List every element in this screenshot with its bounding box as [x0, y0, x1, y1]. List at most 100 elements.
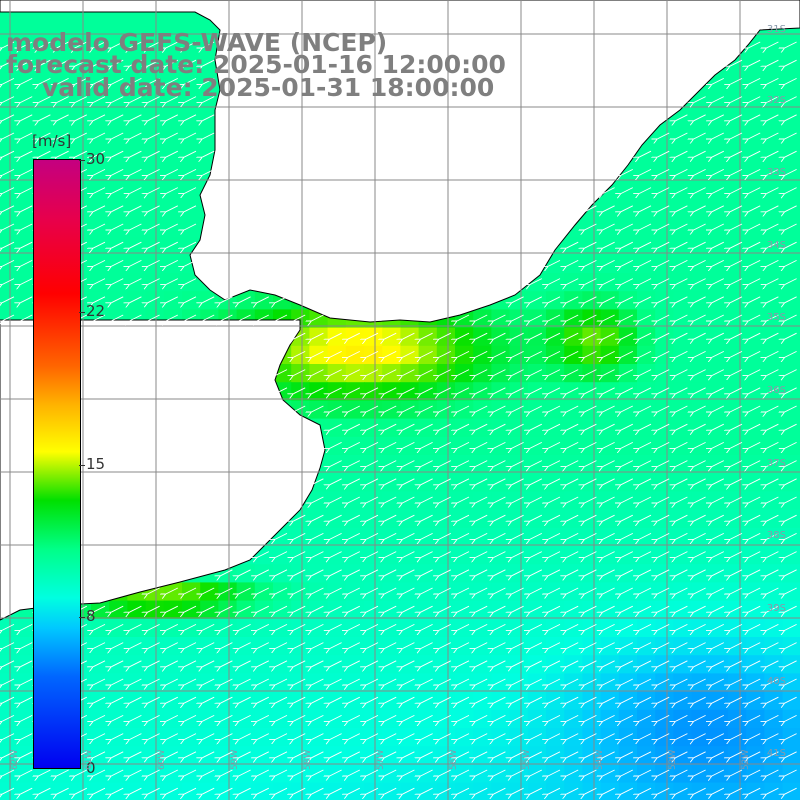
wind-speed-cell — [764, 655, 784, 674]
wind-speed-cell — [200, 728, 219, 747]
wind-arrow — [712, 241, 725, 248]
wind-arrow — [330, 369, 342, 376]
wind-speed-cell — [728, 564, 747, 583]
wind-speed-cell — [546, 764, 565, 784]
wind-speed-cell — [527, 418, 547, 438]
wind-speed-cell — [72, 764, 92, 784]
wind-speed-cell — [364, 582, 383, 602]
wind-arrow — [202, 59, 215, 66]
wind-speed-cell — [564, 364, 583, 383]
wind-arrow — [384, 496, 397, 503]
wind-speed-cell — [273, 728, 292, 747]
wind-speed-cell — [364, 418, 383, 438]
colorbar-tick-15: 15 — [86, 455, 106, 473]
wind-speed-cell — [782, 236, 800, 256]
wind-arrow — [20, 41, 33, 48]
wind-arrow — [457, 332, 470, 339]
wind-arrow — [621, 223, 634, 230]
wind-arrow — [730, 423, 743, 430]
wind-speed-cell — [418, 400, 438, 420]
wind-speed-cell — [345, 691, 365, 711]
wind-speed-cell — [655, 291, 674, 310]
wind-speed-cell — [309, 618, 329, 638]
wind-speed-cell — [236, 564, 256, 583]
wind-speed-cell — [655, 546, 674, 565]
wind-speed-cell — [728, 746, 747, 765]
wind-speed-cell — [637, 618, 656, 638]
wind-speed-cell — [127, 709, 147, 729]
wind-speed-cell — [273, 600, 292, 620]
wind-speed-cell — [163, 182, 183, 201]
wind-speed-cell — [163, 218, 183, 238]
wind-speed-cell — [691, 600, 711, 620]
wind-speed-cell — [436, 418, 456, 438]
wind-speed-cell — [764, 782, 784, 800]
wind-speed-cell — [564, 637, 583, 656]
wind-arrow — [621, 168, 634, 175]
wind-arrow — [694, 296, 706, 303]
wind-arrow — [512, 496, 524, 503]
wind-arrow — [111, 77, 124, 84]
wind-speed-cell — [127, 728, 147, 747]
wind-speed-cell — [418, 436, 438, 456]
wind-speed-cell — [455, 691, 474, 711]
wind-speed-cell — [509, 746, 529, 765]
wind-speed-cell — [291, 673, 310, 693]
wind-speed-cell — [200, 582, 219, 602]
wind-speed-cell — [764, 309, 784, 329]
wind-speed-cell — [728, 200, 747, 219]
wind-speed-cell — [455, 455, 474, 474]
wind-speed-cell — [200, 54, 219, 74]
wind-speed-cell — [163, 746, 183, 765]
lon-label: 62W — [10, 749, 20, 770]
wind-speed-cell — [764, 637, 784, 656]
wind-arrow — [748, 187, 761, 194]
wind-speed-cell — [127, 273, 147, 292]
wind-speed-cell — [564, 728, 583, 747]
wind-speed-cell — [746, 345, 765, 365]
wind-speed-cell — [637, 327, 656, 347]
wind-arrow — [2, 223, 15, 230]
wind-arrow — [694, 168, 706, 175]
wind-arrow — [111, 205, 124, 212]
wind-speed-cell — [364, 327, 383, 347]
wind-speed-cell — [564, 436, 583, 456]
wind-arrow — [621, 460, 634, 467]
wind-speed-cell — [109, 691, 128, 711]
wind-arrow — [421, 514, 433, 521]
wind-speed-cell — [637, 491, 656, 511]
wind-speed-cell — [327, 637, 347, 656]
wind-arrow — [748, 314, 761, 321]
wind-speed-cell — [600, 673, 620, 693]
wind-arrow — [748, 77, 761, 84]
wind-arrow — [566, 241, 579, 248]
wind-arrow — [639, 441, 652, 448]
wind-arrow — [439, 387, 452, 394]
wind-speed-cell — [309, 400, 329, 420]
wind-speed-cell — [782, 218, 800, 238]
wind-arrow — [384, 350, 397, 357]
wind-arrow — [421, 332, 433, 339]
wind-speed-cell — [509, 637, 529, 656]
wind-speed-cell — [782, 436, 800, 456]
wind-speed-cell — [382, 764, 401, 784]
wind-speed-cell — [327, 509, 347, 529]
wind-arrow — [584, 387, 597, 394]
wind-speed-cell — [637, 582, 656, 602]
wind-speed-cell — [673, 182, 693, 201]
wind-speed-cell — [582, 273, 602, 292]
wind-speed-cell — [200, 109, 219, 128]
wind-speed-cell — [109, 91, 128, 110]
wind-arrow — [330, 387, 342, 394]
wind-speed-cell — [418, 455, 438, 474]
wind-speed-cell — [691, 273, 711, 292]
wind-speed-cell — [200, 673, 219, 693]
wind-speed-cell — [764, 418, 784, 438]
wind-arrow — [530, 296, 543, 303]
wind-speed-cell — [782, 655, 800, 674]
wind-speed-cell — [54, 127, 74, 147]
wind-arrow — [566, 332, 579, 339]
wind-arrow — [730, 278, 743, 285]
wind-speed-cell — [0, 655, 19, 674]
wind-speed-cell — [109, 728, 128, 747]
